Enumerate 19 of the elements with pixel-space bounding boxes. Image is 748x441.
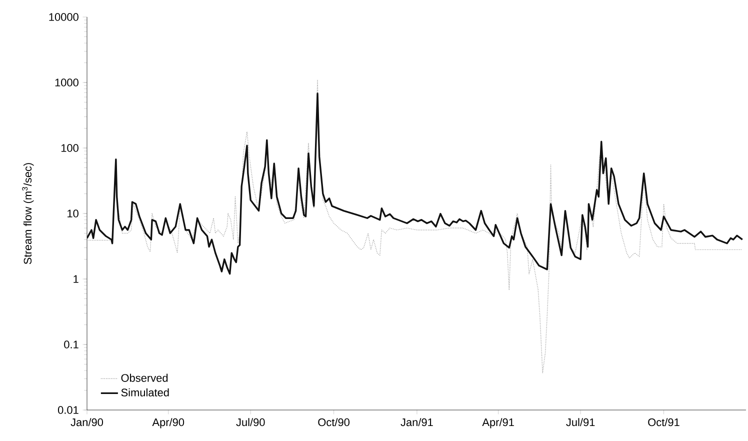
x-tick-label: Apr/90 (152, 418, 184, 428)
x-tick-label: Oct/91 (648, 418, 680, 426)
y-tick-label: 100 (61, 144, 78, 152)
x-tick-label: Jul/91 (566, 418, 595, 426)
x-tick-label: Oct/90 (318, 418, 350, 426)
x-tick-label: Apr/91 (482, 418, 514, 428)
legend-label: Observed (121, 374, 168, 382)
y-tick-label: 1000 (55, 78, 78, 86)
y-tick-label: 0.01 (58, 406, 78, 414)
x-tick-label: Jan/90 (70, 418, 104, 426)
y-axis-title: Stream flow (m$^{3}$/sec) (22, 163, 34, 264)
y-tick-label: 10000 (49, 13, 78, 21)
y-tick-label: 1 (74, 275, 78, 283)
y-tick-label: 0.1 (64, 340, 78, 348)
y-tick-label: 10 (68, 210, 78, 218)
x-tick-label: Jul/90 (236, 418, 265, 426)
line-series (87, 92, 744, 275)
legend-label: Simulated (121, 388, 169, 396)
x-tick-label: Jan/91 (400, 418, 433, 426)
